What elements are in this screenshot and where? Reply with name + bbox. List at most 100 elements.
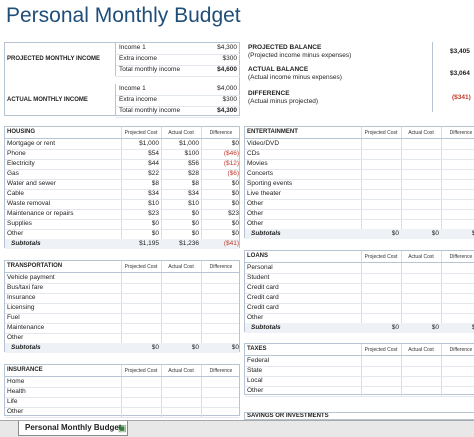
row-label: Other [247,220,264,227]
table-row[interactable]: Water and sewer $8 $8 $0 [5,179,239,190]
sheet-tab[interactable]: Personal Monthly Budget [18,421,129,436]
row-label: Bus/taxi fare [7,284,44,291]
housing-table: HOUSING Projected Cost Actual Cost Differen… [4,126,240,249]
income-row[interactable]: Total monthly income $4,600 [116,65,240,77]
row-label: Credit card [247,304,279,311]
row-label: Gas [7,170,19,177]
table-row[interactable]: Video/DVD [245,139,474,150]
table-row[interactable]: Bus/taxi fare [5,283,239,294]
table-row[interactable]: Phone $54 $100 ($46) [5,149,239,160]
table-row[interactable]: Live theater [245,189,474,200]
table-row[interactable]: CDs [245,149,474,160]
projected-income-label: PROJECTED MONTHLY INCOME [7,56,101,62]
column-header: Difference [449,130,473,136]
table-row[interactable]: Credit card [245,293,474,304]
table-row[interactable]: Waste removal $10 $10 $0 [5,199,239,210]
table-row[interactable]: Movies [245,159,474,170]
row-label: Cable [7,190,24,197]
row-value: ($12) [223,160,239,167]
row-label: Life [7,398,18,405]
income-row[interactable]: Extra income $300 [116,54,240,66]
table-row[interactable]: Concerts [245,169,474,180]
insurance-table-header: INSURANCE [7,367,43,373]
column-header: Projected Cost [364,347,398,353]
row-value: $56 [188,160,199,167]
table-row[interactable]: Federal [245,356,474,367]
row-value: $28 [188,170,199,177]
column-header: Projected Cost [124,368,158,374]
subtotal-row: Subtotals $1,195 $1,236 ($41) [5,239,239,249]
table-row[interactable]: Maintenance [5,323,239,334]
table-row[interactable]: Fuel [5,313,239,324]
income-row-label: Total monthly income [119,107,181,114]
income-row[interactable]: Income 1 $4,300 [116,43,240,55]
insert-sheet-icon[interactable]: ▣ [118,423,127,433]
table-row[interactable]: Personal [245,263,474,274]
table-row[interactable]: Maintenance or repairs $23 $0 $23 [5,209,239,220]
row-label: CDs [247,150,260,157]
savings-table-header: SAVINGS OR INVESTMENTS [247,413,329,419]
column-header: Difference [449,347,473,353]
row-value: $0 [151,230,159,237]
table-row[interactable]: Licensing [5,303,239,314]
table-row[interactable]: Insurance [5,293,239,304]
income-row-value: $300 [222,55,237,62]
row-label: Other [7,334,24,341]
row-value: $0 [191,210,199,217]
row-label: Phone [7,150,26,157]
table-row[interactable]: State [245,366,474,377]
table-row[interactable]: Other [245,209,474,220]
table-row[interactable]: Credit card [245,283,474,294]
subtotal-value: $1,195 [139,240,159,247]
row-value: $10 [148,200,159,207]
table-row[interactable]: Credit card [245,303,474,314]
table-row[interactable]: Life [5,397,239,408]
row-value: $8 [151,180,159,187]
table-row[interactable]: Sporting events [245,179,474,190]
row-label: Other [247,210,264,217]
table-row[interactable]: Supplies $0 $0 $0 [5,219,239,230]
projected-balance-value: $3,405 [450,48,470,55]
row-value: ($46) [223,150,239,157]
table-row[interactable]: Other [245,199,474,210]
actual-balance-sub: (Actual income minus expenses) [248,74,342,81]
row-label: Health [7,388,26,395]
table-row[interactable]: Other [245,386,474,397]
column-header: Projected Cost [124,130,158,136]
income-row[interactable]: Income 1 $4,000 [116,84,240,96]
table-row[interactable]: Gas $22 $28 ($6) [5,169,239,180]
row-label: Other [247,387,264,394]
column-header: Actual Cost [168,130,194,136]
income-row[interactable]: Total monthly income $4,300 [116,106,240,118]
row-value: $8 [191,180,199,187]
table-row[interactable]: Student [245,273,474,284]
table-row[interactable]: Local [245,376,474,387]
income-row-label: Income 1 [119,85,146,92]
row-label: Insurance [7,294,36,301]
row-label: Concerts [247,170,274,177]
difference-value: ($341) [452,94,471,101]
row-label: Movies [247,160,268,167]
row-value: $10 [188,200,199,207]
income-row[interactable]: Extra income $300 [116,95,240,107]
row-label: Electricity [7,160,35,167]
row-label: Maintenance or repairs [7,210,74,217]
row-label: Mortgage or rent [7,140,56,147]
table-row[interactable]: Vehicle payment [5,273,239,284]
row-label: Local [247,377,263,384]
row-label: Vehicle payment [7,274,55,281]
table-row[interactable]: Other [5,407,239,418]
subtotal-value: $0 [471,230,474,237]
column-header: Actual Cost [168,264,194,270]
table-row[interactable]: Mortgage or rent $1,000 $1,000 $0 [5,139,239,150]
row-label: Water and sewer [7,180,56,187]
row-value: $1,000 [139,140,159,147]
row-value: $23 [228,210,239,217]
table-row[interactable]: Electricity $44 $56 ($12) [5,159,239,170]
table-row[interactable]: Health [5,387,239,398]
row-value: $54 [148,150,159,157]
transportation-table: TRANSPORTATION Projected Cost Actual Cost D… [4,260,240,353]
row-label: Maintenance [7,324,45,331]
table-row[interactable]: Cable $34 $34 $0 [5,189,239,200]
table-row[interactable]: Home [5,377,239,388]
